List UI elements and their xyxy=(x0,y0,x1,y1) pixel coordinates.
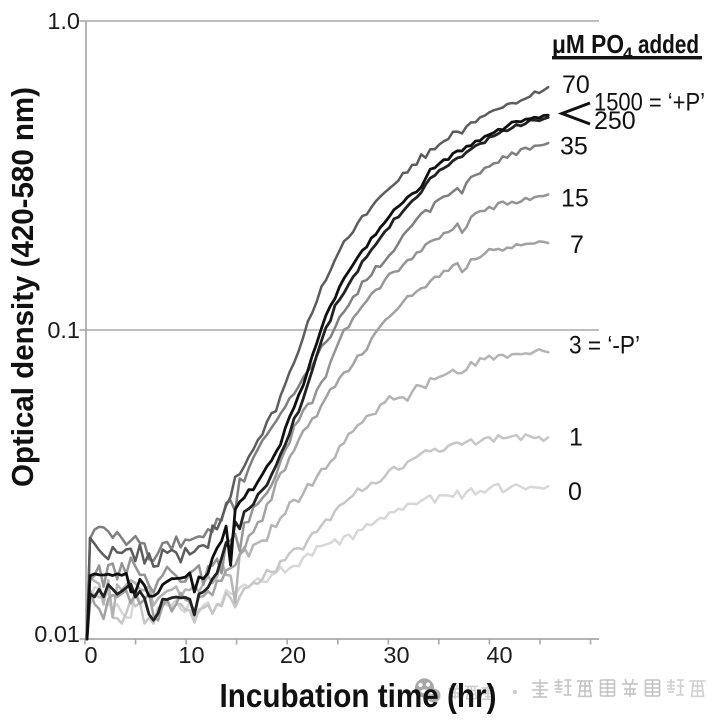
svg-text:40: 40 xyxy=(486,642,512,668)
svg-text:added: added xyxy=(638,29,699,59)
svg-text:70: 70 xyxy=(562,71,590,99)
svg-text:4: 4 xyxy=(623,44,633,63)
svg-text:35: 35 xyxy=(560,133,588,161)
svg-text:0.01: 0.01 xyxy=(34,621,80,647)
svg-text:1500 = ‘+P’: 1500 = ‘+P’ xyxy=(594,89,705,117)
svg-text:Incubation time (hr): Incubation time (hr) xyxy=(220,677,497,714)
svg-text:15: 15 xyxy=(561,185,589,213)
svg-text:1.0: 1.0 xyxy=(47,8,80,34)
svg-text:20: 20 xyxy=(280,642,306,668)
svg-text:10: 10 xyxy=(178,642,204,668)
svg-text:250: 250 xyxy=(594,107,636,135)
svg-text:μM PO: μM PO xyxy=(552,29,624,59)
svg-text:3 = ‘-P’: 3 = ‘-P’ xyxy=(569,332,640,360)
svg-text:7: 7 xyxy=(570,231,584,259)
svg-text:1: 1 xyxy=(569,424,583,452)
svg-text:0: 0 xyxy=(84,642,97,668)
svg-text:Optical density (420-580 nm): Optical density (420-580 nm) xyxy=(5,87,40,487)
svg-text:0.1: 0.1 xyxy=(47,317,80,343)
svg-text:0: 0 xyxy=(568,478,582,506)
svg-text:30: 30 xyxy=(383,642,409,668)
